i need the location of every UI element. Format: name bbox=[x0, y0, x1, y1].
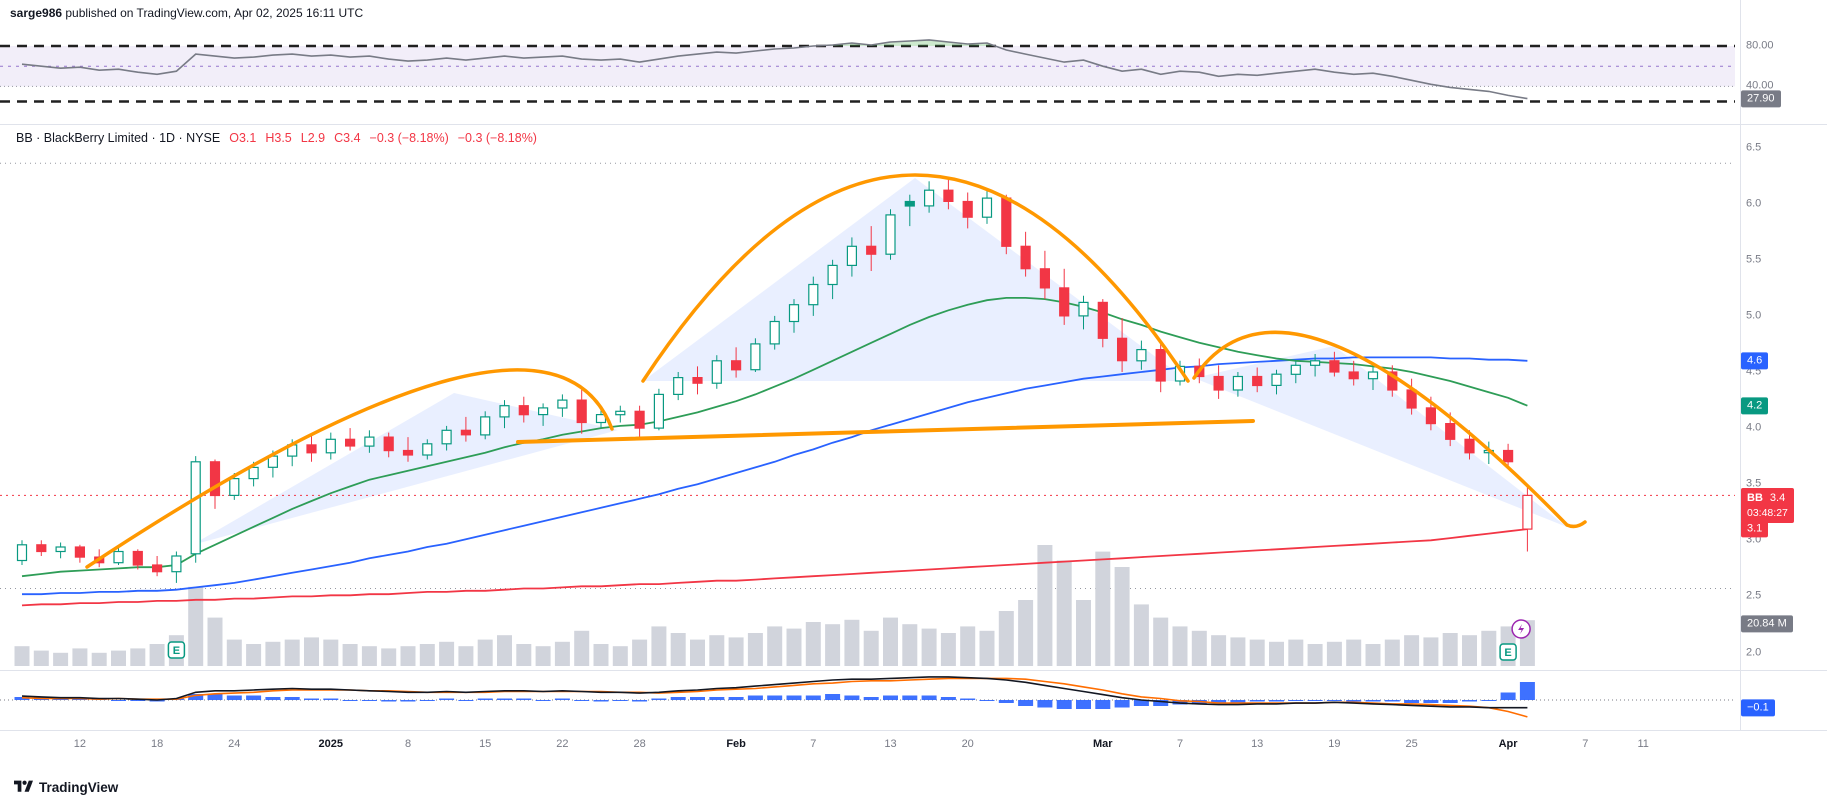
time-axis-label: 18 bbox=[150, 738, 164, 750]
price-axis-label: 3.5 bbox=[1746, 477, 1762, 490]
price-axis-label: 6.0 bbox=[1746, 197, 1762, 210]
time-axis-label: 7 bbox=[1582, 738, 1589, 750]
price-axis-label: 2.5 bbox=[1746, 589, 1762, 602]
price-axis-border bbox=[1740, 0, 1741, 730]
badge-symbol: BB bbox=[1747, 492, 1763, 504]
time-axis-label: 2025 bbox=[318, 738, 344, 750]
pane-separator-macd[interactable] bbox=[0, 670, 1827, 671]
badge-last-price: 3.4 bbox=[1769, 492, 1786, 504]
price-axis-label: 2.0 bbox=[1746, 646, 1762, 658]
ohlc-high: H3.5 bbox=[265, 131, 292, 145]
time-axis-label: 7 bbox=[810, 738, 817, 750]
price-axis-label: 4.0 bbox=[1746, 421, 1762, 434]
tradingview-logo[interactable]: TradingView bbox=[14, 779, 118, 796]
time-axis-label: 8 bbox=[404, 738, 412, 750]
attribution-text: published on TradingView.com, Apr 02, 20… bbox=[62, 6, 364, 20]
time-axis-label: 12 bbox=[73, 738, 87, 750]
change-value: −0.3 (−8.18%) bbox=[369, 131, 449, 145]
time-axis-label: 19 bbox=[1328, 738, 1341, 750]
time-axis-label: Apr bbox=[1498, 738, 1518, 750]
macd-pane[interactable] bbox=[0, 676, 1735, 718]
pane-separator-rsi[interactable] bbox=[0, 124, 1827, 125]
volume-series[interactable] bbox=[14, 545, 1535, 666]
time-axis-label: 24 bbox=[228, 738, 241, 750]
ma20-value-badge: 4.2 bbox=[1741, 397, 1769, 415]
candles-series[interactable] bbox=[16, 179, 1533, 583]
rsi-axis-label: 80.00 bbox=[1746, 39, 1774, 52]
volume-value-badge: 20.84 M bbox=[1741, 615, 1793, 633]
macd-value-badge: −0.1 bbox=[1741, 699, 1775, 717]
ma-20-line[interactable] bbox=[21, 296, 1528, 578]
rsi-axis-label: 40.00 bbox=[1746, 79, 1774, 92]
macd-line bbox=[21, 676, 1528, 709]
price-axis-label: 6.5 bbox=[1746, 141, 1762, 154]
ma-200-line[interactable] bbox=[21, 528, 1528, 607]
time-axis-separator bbox=[0, 730, 1827, 731]
ma200-value-badge: 3.1 bbox=[1741, 520, 1769, 538]
symbol-info-bar: BB · BlackBerry Limited · 1D · NYSE O3.1… bbox=[16, 131, 537, 145]
hand-drawn-annotations[interactable] bbox=[85, 173, 1587, 569]
price-axis-label: 4.5 bbox=[1746, 365, 1762, 378]
time-axis-label: 22 bbox=[556, 738, 569, 750]
earnings-icon[interactable] bbox=[1499, 643, 1517, 661]
time-axis-label: 13 bbox=[884, 738, 897, 750]
time-axis-label: Mar bbox=[1093, 738, 1113, 750]
trendline-drawing[interactable] bbox=[516, 419, 1255, 444]
ma50-value-badge: 4.6 bbox=[1741, 352, 1769, 370]
tradingview-logo-text: TradingView bbox=[39, 780, 119, 795]
time-axis-label: 15 bbox=[479, 738, 492, 750]
bar-countdown: 03:48:27 bbox=[1747, 506, 1788, 519]
rsi-pane[interactable] bbox=[0, 39, 1735, 103]
price-axis-label: 3.0 bbox=[1746, 533, 1762, 546]
ohlc-open: O3.1 bbox=[229, 131, 257, 145]
time-axis-label: 13 bbox=[1251, 738, 1264, 750]
rsi-line bbox=[21, 39, 1528, 100]
earnings-icon[interactable] bbox=[167, 641, 186, 659]
arc-fill bbox=[643, 178, 1188, 381]
change-percent: −0.3 (−8.18%) bbox=[457, 131, 537, 145]
svg-text:E: E bbox=[1504, 647, 1511, 659]
price-axis-label: 5.0 bbox=[1746, 309, 1762, 322]
time-axis-label: 7 bbox=[1176, 738, 1184, 750]
price-axis-label: 5.5 bbox=[1746, 253, 1762, 266]
time-axis-label: Feb bbox=[726, 738, 746, 750]
arc-drawing[interactable] bbox=[85, 368, 614, 569]
time-axis-label: 20 bbox=[961, 738, 974, 750]
arc-drawing[interactable] bbox=[641, 173, 1190, 383]
ma-50-line[interactable] bbox=[22, 356, 1528, 596]
time-axis-label: 25 bbox=[1405, 738, 1418, 750]
last-price-badge: BB 3.4 03:48:27 bbox=[1741, 488, 1794, 524]
attribution: sarge986 published on TradingView.com, A… bbox=[10, 6, 363, 20]
time-axis-label: 11 bbox=[1637, 738, 1649, 750]
time-axis-label: 28 bbox=[633, 738, 646, 750]
ohlc-low: L2.9 bbox=[300, 131, 326, 145]
time-axis[interactable]: 12 18 24 2025 8 15 22 28 Feb 7 13 20 Mar 7 13 19 25 Apr 7 1… bbox=[0, 736, 1740, 758]
attribution-username: sarge986 bbox=[10, 6, 63, 20]
drawing-fills bbox=[192, 178, 1567, 545]
arc-fill bbox=[1194, 346, 1567, 527]
arc-drawing[interactable] bbox=[1192, 330, 1587, 529]
tradingview-logo-icon bbox=[14, 780, 33, 792]
ohlc-close: C3.4 bbox=[334, 131, 361, 145]
symbol-title[interactable]: BB · BlackBerry Limited · 1D · NYSE bbox=[16, 131, 221, 145]
lightning-icon bbox=[1518, 624, 1525, 634]
svg-text:E: E bbox=[173, 645, 180, 657]
rsi-value-badge: 27.90 bbox=[1741, 90, 1781, 108]
